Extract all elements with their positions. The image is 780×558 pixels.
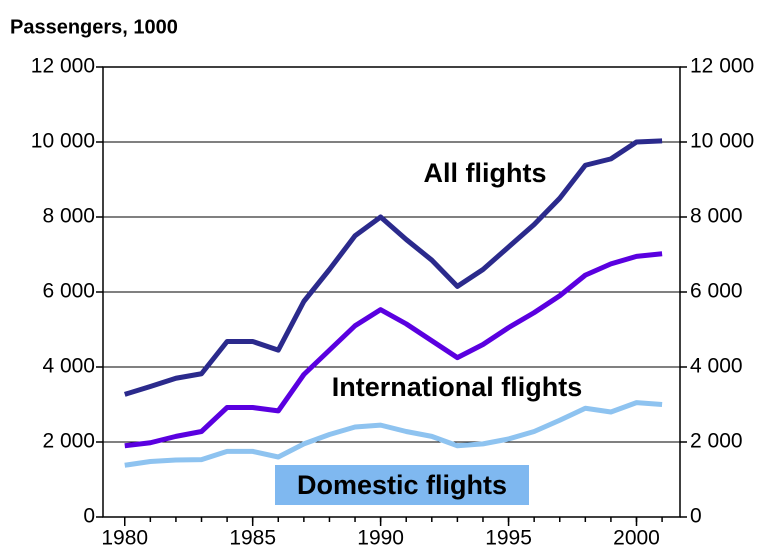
label-box [275,465,529,505]
series-label: All flights [424,158,547,188]
x-tick-label: 1995 [485,527,532,550]
y-tick-label: 0 [83,505,95,528]
y-tick-label: 8 000 [42,205,95,228]
y2-tick-label: 12 000 [690,55,754,78]
y2-tick-label: 2 000 [690,430,743,453]
y2-tick-label: 8 000 [690,205,743,228]
y2-tick-label: 6 000 [690,280,743,303]
line-series [124,138,663,397]
x-tick-label: 2000 [613,527,660,550]
y2-tick-label: 10 000 [690,130,754,153]
y2-tick-label: 4 000 [690,355,743,378]
y-tick-label: 12 000 [31,55,95,78]
line-series [124,251,663,449]
x-tick-label: 1985 [229,527,276,550]
chart-title: Passengers, 1000 [10,16,178,38]
series-label: International flights [332,372,583,402]
line-series [124,400,663,468]
y-tick-label: 10 000 [31,130,95,153]
series-label: Domestic flights [297,470,507,500]
y-tick-label: 4 000 [42,355,95,378]
x-tick-label: 1990 [357,527,404,550]
plot-frame [102,66,681,518]
y-tick-label: 6 000 [42,280,95,303]
y-tick-label: 2 000 [42,430,95,453]
y2-tick-label: 0 [690,505,702,528]
x-tick-label: 1980 [101,527,148,550]
